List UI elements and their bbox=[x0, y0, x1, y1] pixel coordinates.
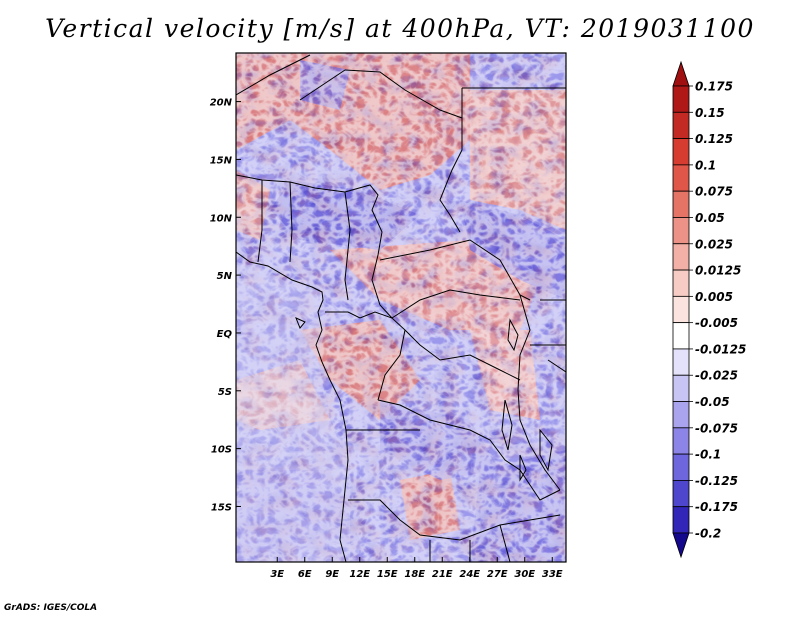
colorbar-label: -0.0125 bbox=[695, 342, 746, 356]
colorbar-swatch bbox=[672, 374, 690, 402]
grads-credit: GrADS: IGES/COLA bbox=[4, 603, 98, 613]
colorbar-label: 0.1 bbox=[695, 158, 716, 172]
lon-tick-label: 9E bbox=[325, 569, 339, 580]
colorbar-label: -0.005 bbox=[695, 316, 738, 330]
lon-tick-label: 30E bbox=[514, 569, 535, 580]
latitude-axis: 20N 15N 10N 5N EQ 5S 10S 15S bbox=[210, 98, 241, 513]
lon-tick-label: 15E bbox=[377, 569, 398, 580]
colorbar-bottom-arrow bbox=[672, 532, 690, 559]
colorbar-swatch bbox=[672, 480, 690, 508]
colorbar-label: -0.025 bbox=[695, 369, 738, 383]
lat-tick-label: 5S bbox=[218, 387, 232, 398]
colorbar-swatch bbox=[672, 295, 690, 324]
colorbar-label: -0.05 bbox=[695, 395, 730, 409]
colorbar-label: 0.05 bbox=[695, 211, 725, 225]
lat-tick-label: 20N bbox=[210, 98, 233, 109]
lon-tick-label: 21E bbox=[432, 569, 453, 580]
colorbar-label: 0.025 bbox=[695, 237, 733, 251]
colorbar-label: -0.175 bbox=[695, 500, 738, 514]
colorbar-swatch bbox=[672, 243, 690, 271]
ocean-region bbox=[236, 262, 350, 562]
colorbar-label: 0.075 bbox=[695, 185, 733, 199]
lat-tick-label: 10N bbox=[210, 213, 233, 224]
colorbar-label: 0.005 bbox=[695, 290, 733, 304]
colorbar-swatch bbox=[672, 138, 690, 166]
colorbar: 0.175 0.15 0.125 0.1 0.075 0.05 0.025 0.0125 0.0… bbox=[672, 60, 746, 559]
colorbar-label: -0.2 bbox=[695, 527, 721, 541]
colorbar-swatch bbox=[672, 217, 690, 245]
colorbar-swatch bbox=[672, 85, 690, 113]
lon-tick-label: 6E bbox=[298, 569, 312, 580]
colorbar-label: -0.125 bbox=[695, 474, 738, 488]
colorbar-swatch bbox=[672, 506, 690, 534]
colorbar-swatch bbox=[672, 322, 690, 350]
longitude-axis: 3E 6E 9E 12E 15E 18E 21E 24E 27E 30E 33E bbox=[270, 557, 563, 580]
plot-frame bbox=[235, 52, 567, 563]
lon-tick-label: 27E bbox=[487, 569, 508, 580]
political-boundaries bbox=[236, 54, 566, 562]
lat-tick-label: 5N bbox=[217, 271, 233, 282]
lon-tick-label: 3E bbox=[270, 569, 284, 580]
colorbar-label: 0.0125 bbox=[695, 264, 741, 278]
map-title: Vertical velocity [m/s] at 400hPa, VT: 2… bbox=[45, 14, 755, 43]
lon-tick-label: 33E bbox=[542, 569, 563, 580]
lat-tick-label: 10S bbox=[211, 445, 232, 456]
lon-tick-label: 18E bbox=[404, 569, 425, 580]
colorbar-label: -0.1 bbox=[695, 448, 721, 462]
colorbar-swatch bbox=[672, 348, 690, 376]
colorbar-swatch bbox=[672, 269, 690, 297]
velocity-field bbox=[236, 53, 566, 562]
colorbar-label: 0.15 bbox=[695, 106, 725, 120]
colorbar-swatch bbox=[672, 164, 690, 192]
colorbar-swatch bbox=[672, 427, 690, 455]
lat-tick-label: EQ bbox=[217, 329, 233, 340]
lat-tick-label: 15N bbox=[210, 155, 233, 166]
colorbar-swatch bbox=[672, 111, 690, 139]
colorbar-swatch bbox=[672, 453, 690, 481]
colorbar-label: 0.175 bbox=[695, 80, 733, 94]
lat-tick-label: 15S bbox=[211, 502, 232, 513]
lon-tick-label: 12E bbox=[349, 569, 370, 580]
colorbar-swatch bbox=[672, 190, 690, 218]
colorbar-label: -0.075 bbox=[695, 421, 738, 435]
lon-tick-label: 24E bbox=[459, 569, 480, 580]
colorbar-label: 0.125 bbox=[695, 132, 733, 146]
colorbar-top-arrow bbox=[672, 60, 690, 87]
colorbar-swatch bbox=[672, 401, 690, 429]
